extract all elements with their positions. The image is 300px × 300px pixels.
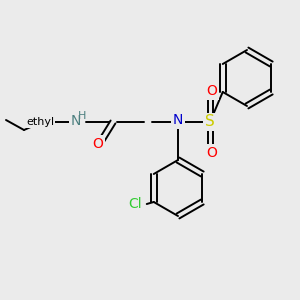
Text: O: O — [207, 146, 218, 160]
Text: ethyl: ethyl — [26, 117, 54, 127]
Text: O: O — [93, 137, 104, 151]
Text: O: O — [207, 84, 218, 98]
Text: S: S — [205, 115, 215, 130]
Text: H: H — [78, 111, 86, 121]
Text: Cl: Cl — [128, 197, 142, 211]
Text: N: N — [173, 113, 183, 127]
Text: N: N — [71, 114, 81, 128]
